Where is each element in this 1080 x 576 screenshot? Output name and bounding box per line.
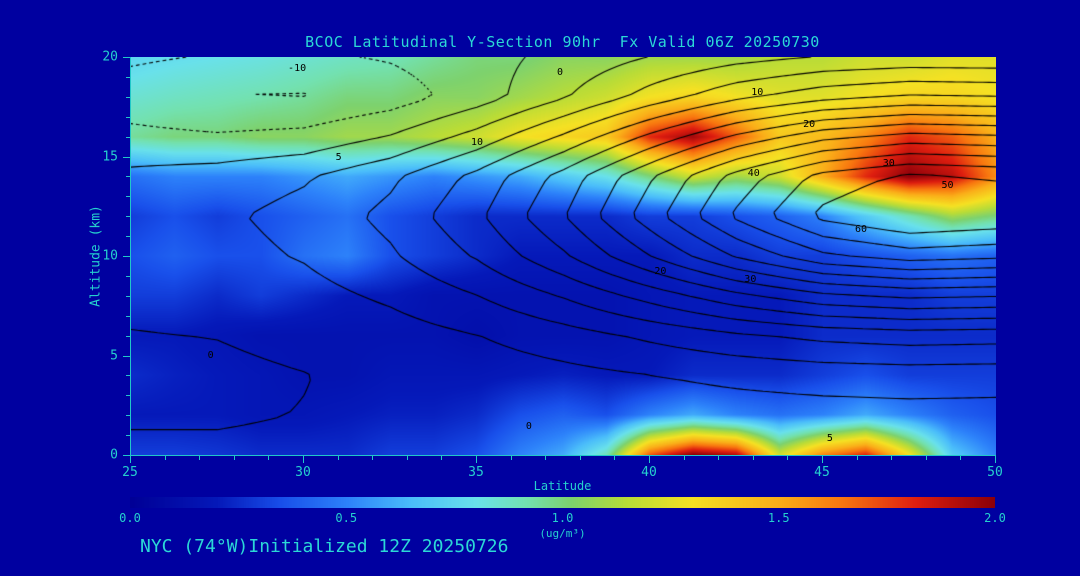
colorbar-ticks: 0.0 0.5 1.0 1.5 2.0: [119, 511, 1006, 527]
y-tick-mark: [123, 355, 130, 357]
x-tick-label: 30: [295, 465, 311, 480]
x-minor-tick: [960, 456, 962, 460]
contour-label: 10: [751, 86, 764, 98]
colorbar-tick-label: 1.5: [767, 511, 790, 525]
x-tick-label: 35: [468, 465, 484, 480]
y-minor-tick: [126, 315, 130, 317]
y-axis-ticks: 0 5 10 15 20: [0, 50, 130, 463]
x-minor-tick: [233, 456, 235, 460]
x-minor-tick: [164, 456, 166, 460]
contour-label: 50: [941, 180, 954, 192]
y-minor-tick: [126, 136, 130, 138]
y-tick-label: 0: [110, 447, 118, 463]
colorbar-tick-label: 2.0: [984, 511, 1006, 525]
x-minor-tick: [579, 456, 581, 460]
contour-label: 60: [855, 224, 868, 236]
y-tick-mark: [123, 256, 130, 257]
contour-label: 20: [654, 265, 667, 277]
x-minor-tick: [545, 456, 547, 460]
x-axis-label: Latitude: [533, 479, 592, 493]
contour-label: 30: [882, 158, 895, 170]
colorbar-units: (ug/m³): [539, 527, 586, 540]
y-tick-mark: [123, 57, 130, 58]
x-minor-tick: [372, 456, 374, 460]
x-minor-tick: [199, 456, 201, 460]
x-minor-tick: [787, 456, 789, 460]
x-minor-tick: [683, 456, 685, 460]
colorbar-tick-label: 1.0: [551, 511, 574, 525]
y-tick-label: 20: [102, 49, 118, 65]
x-tick-mark: [130, 456, 131, 463]
chart-title: BCOC Latitudinal Y-Section 90hr Fx Valid…: [305, 33, 820, 51]
contour-label: 10: [470, 136, 484, 148]
contour-label: 40: [747, 168, 760, 180]
footer-text: NYC (74°W)Initialized 12Z 20250726: [140, 536, 509, 557]
y-minor-tick: [126, 375, 130, 377]
x-minor-tick: [268, 456, 270, 460]
x-tick-mark: [303, 456, 304, 463]
colorbar-tick-label: 0.5: [335, 511, 358, 525]
y-minor-tick: [126, 275, 130, 277]
contour-label: 0: [207, 349, 214, 361]
y-minor-tick: [126, 236, 130, 238]
y-minor-tick: [126, 96, 130, 98]
x-minor-tick: [337, 456, 339, 460]
plot-canvas: [131, 57, 996, 455]
x-minor-tick: [891, 456, 893, 460]
y-minor-tick: [126, 395, 130, 397]
x-minor-tick: [752, 456, 754, 460]
y-minor-tick: [126, 335, 130, 337]
y-tick-mark: [123, 156, 130, 158]
x-tick-mark: [822, 456, 823, 463]
x-tick-label: 50: [987, 465, 1003, 480]
x-minor-tick: [614, 456, 616, 460]
x-tick-label: 25: [122, 465, 138, 480]
y-minor-tick: [126, 435, 130, 437]
y-minor-tick: [126, 116, 130, 118]
y-tick-label: 10: [102, 248, 118, 264]
y-tick-mark: [123, 455, 130, 456]
colorbar: [130, 497, 995, 508]
y-minor-tick: [126, 196, 130, 198]
x-minor-tick: [441, 456, 443, 460]
colorbar-canvas: [130, 497, 995, 508]
y-minor-tick: [126, 216, 130, 218]
y-minor-tick: [126, 415, 130, 417]
x-minor-tick: [856, 456, 858, 460]
x-minor-tick: [718, 456, 720, 460]
contour-label: 20: [803, 118, 816, 130]
x-tick-mark: [649, 456, 650, 463]
colorbar-tick-label: 0.0: [119, 511, 141, 525]
y-minor-tick: [126, 76, 130, 78]
contour-label: 5: [335, 152, 342, 164]
y-minor-tick: [126, 295, 130, 297]
contour-label: 0: [557, 66, 564, 78]
plot-area: -10 0 10 20 10 40 30 50 60 5 0 20 30 0 5: [130, 57, 996, 456]
y-minor-tick: [126, 176, 130, 178]
contour-label: 30: [744, 273, 757, 285]
contour-label: -10: [288, 62, 307, 74]
x-tick-mark: [995, 456, 996, 463]
x-axis-ticks: 25 30 35 40 45 50: [122, 456, 1003, 482]
y-tick-label: 5: [110, 348, 118, 363]
y-tick-label: 15: [102, 149, 118, 164]
contour-label: 0: [525, 421, 532, 433]
x-tick-mark: [476, 456, 477, 463]
x-minor-tick: [510, 456, 512, 460]
contour-label: 5: [826, 433, 833, 445]
x-tick-label: 40: [641, 465, 657, 480]
x-minor-tick: [406, 456, 408, 460]
x-minor-tick: [925, 456, 927, 460]
x-tick-label: 45: [814, 465, 830, 480]
